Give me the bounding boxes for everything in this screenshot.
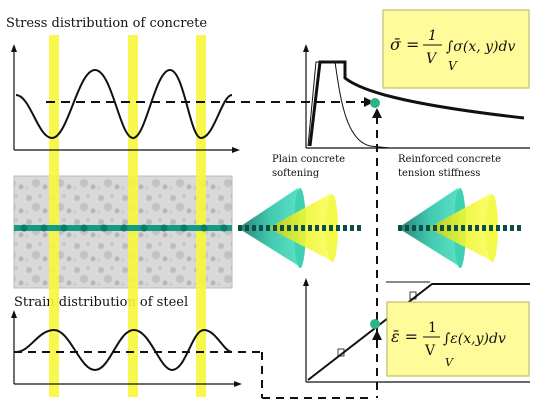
stress-formula-box: σ̄ = 1 V ∫σ(x, y)dv V bbox=[382, 9, 530, 89]
strain-formula-box: ε̄ = 1 V ∫ε(x,y)dv V bbox=[386, 301, 530, 377]
softening-curve-plot bbox=[303, 44, 530, 149]
y-axis-arrow bbox=[11, 44, 17, 52]
highlight-bar bbox=[196, 35, 206, 397]
highlight-bar bbox=[49, 35, 59, 397]
stress-formula-body: ∫σ(x, y)dv bbox=[446, 39, 515, 55]
reinforced-concrete-curve bbox=[308, 60, 525, 147]
stress-distribution-plot bbox=[11, 44, 374, 153]
strain-wave bbox=[15, 328, 233, 372]
connector-arrow-mid bbox=[372, 330, 382, 340]
strain-formula-body: ∫ε(x,y)dv bbox=[443, 331, 506, 347]
strain-title: Strain distribution of steel bbox=[14, 295, 188, 310]
stress-formula-sub: V bbox=[448, 59, 458, 73]
strain-formula-den: V bbox=[424, 343, 436, 359]
stress-point bbox=[370, 98, 380, 108]
highlight-bars bbox=[49, 35, 206, 397]
reinforced-concrete-label-1: Reinforced concrete bbox=[398, 154, 501, 165]
highlight-bar bbox=[128, 35, 138, 397]
plain-concrete-label-2: softening bbox=[272, 168, 320, 179]
strain-formula-num: 1 bbox=[428, 320, 437, 336]
stress-formula-den: V bbox=[426, 51, 438, 67]
strain-point bbox=[370, 319, 380, 329]
rebar bbox=[14, 224, 522, 232]
stress-wave bbox=[15, 68, 233, 140]
strain-distribution-plot bbox=[11, 310, 370, 399]
mean-stress-arrow bbox=[364, 97, 374, 107]
stiffening-curve bbox=[307, 283, 530, 381]
connector-arrow-top bbox=[372, 108, 382, 118]
stress-formula-num: 1 bbox=[428, 28, 437, 44]
reinforced-concrete-label-2: tension stiffness bbox=[398, 168, 480, 179]
strain-formula-lhs: ε̄ = bbox=[391, 327, 418, 346]
tension-stiffening-plot bbox=[303, 278, 530, 383]
stress-formula-lhs: σ̄ = bbox=[390, 35, 419, 54]
plain-concrete-label-1: Plain concrete bbox=[272, 154, 345, 165]
stress-title: Stress distribution of concrete bbox=[6, 16, 207, 31]
x-axis-arrow bbox=[232, 147, 240, 153]
strain-formula-sub: V bbox=[445, 356, 454, 369]
